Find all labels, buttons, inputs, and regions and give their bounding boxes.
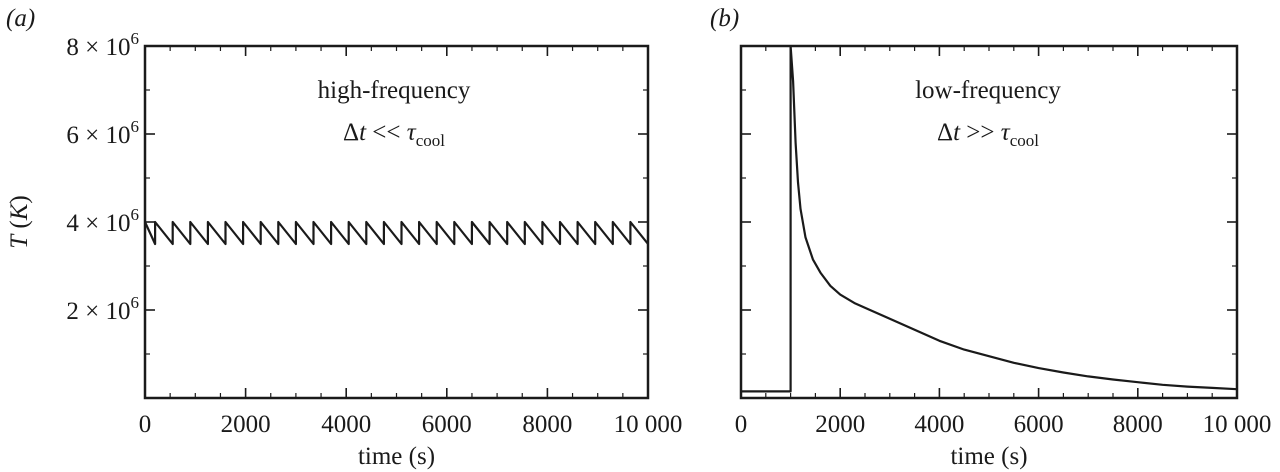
data-line bbox=[741, 46, 1237, 393]
x-tick-label: 8000 bbox=[522, 411, 572, 438]
panel-label: (a) bbox=[6, 5, 35, 32]
x-axis-label: time (s) bbox=[358, 443, 435, 470]
x-tick-label: 10 000 bbox=[614, 411, 683, 438]
y-tick-label: 4 × 106 bbox=[66, 205, 139, 237]
x-tick-label: 2000 bbox=[221, 411, 271, 438]
x-tick-label: 2000 bbox=[815, 411, 865, 438]
x-tick-label: 4000 bbox=[321, 411, 371, 438]
x-axis-label: time (s) bbox=[950, 443, 1027, 470]
x-tick-label: 4000 bbox=[914, 411, 964, 438]
panel-label: (b) bbox=[710, 5, 739, 32]
x-tick-label: 6000 bbox=[422, 411, 472, 438]
y-tick-label: 2 × 106 bbox=[66, 293, 139, 325]
y-axis-label: T (K) bbox=[6, 195, 33, 249]
x-tick-label: 8000 bbox=[1113, 411, 1163, 438]
annotation-condition: Δt << τcool bbox=[343, 119, 445, 150]
chart-panel-b: 0 2000 4000 6000 8000 10 000 (b) low-frequency Δ… bbox=[710, 5, 1271, 470]
x-tick-label: 0 bbox=[139, 411, 152, 438]
annotation-condition: Δt >> τcool bbox=[937, 119, 1039, 150]
y-tick-label: 6 × 106 bbox=[66, 117, 139, 149]
annotation-regime: high-frequency bbox=[318, 77, 471, 104]
x-tick-label: 10 000 bbox=[1203, 411, 1272, 438]
x-tick-label: 0 bbox=[735, 411, 748, 438]
chart-panel-a: 0 2000 4000 6000 8000 10 000 2 × 106 4 × 106 6 ×… bbox=[6, 5, 682, 470]
annotation-regime: low-frequency bbox=[915, 77, 1061, 104]
data-line bbox=[145, 220, 648, 246]
x-tick-label: 6000 bbox=[1014, 411, 1064, 438]
y-tick-label: 8 × 106 bbox=[66, 29, 139, 61]
